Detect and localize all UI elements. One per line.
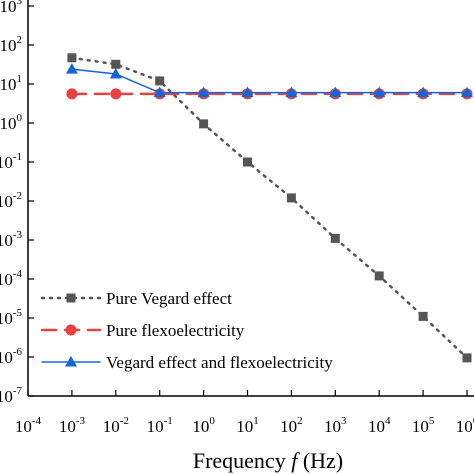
legend-label: Vegard effect and flexoelectricity (106, 353, 333, 372)
x-tick-label: 105 (412, 415, 435, 436)
series-1-point (418, 311, 428, 321)
series-2 (66, 88, 473, 100)
y-tick-label: 101 (0, 73, 22, 94)
series-1-point (67, 53, 77, 63)
x-tick-label: 103 (324, 415, 347, 436)
series-1-point (330, 233, 340, 243)
series-layer (65, 53, 473, 363)
x-tick-label: 106 (456, 415, 474, 436)
legend-marker (65, 356, 77, 367)
x-tick-label: 100 (192, 415, 215, 436)
y-ticks: 103 102 101 100 10-1 10-2 10-3 10-4 10-5 10-6 10-7 (0, 0, 34, 406)
y-tick-label: 100 (0, 112, 23, 133)
y-tick-label: 10-4 (0, 268, 22, 289)
y-tick-label: 10-1 (0, 151, 22, 172)
series-3-point (417, 86, 430, 98)
series-2-point (110, 88, 122, 100)
x-tick-label: 102 (280, 415, 303, 436)
x-tick-label: 104 (368, 415, 391, 436)
series-3-point (461, 86, 473, 98)
x-tick-label: 10-3 (59, 415, 86, 436)
series-3-point (65, 63, 78, 74)
y-tick-label: 10-3 (0, 229, 22, 250)
series-1-point (243, 157, 252, 167)
legend-marker (65, 324, 77, 336)
legend-label: Pure flexoelectricity (106, 321, 245, 340)
x-tick-label: 101 (236, 415, 259, 436)
y-tick-label: 10-7 (0, 385, 22, 406)
y-tick-label: 10-2 (0, 190, 22, 211)
x-tick-label: 10-2 (103, 415, 129, 436)
series-1-point (462, 353, 472, 363)
series-3-point (285, 86, 298, 98)
series-3-point (373, 86, 386, 98)
series-3-point (329, 86, 342, 98)
x-ticks: 10-4 10-3 10-2 10-1 100 101 102 103 104 105 106 (15, 390, 474, 436)
x-axis-title: Frequency f (Hz) (193, 448, 343, 473)
series-3-line (71, 68, 468, 94)
series-3 (65, 63, 473, 98)
series-1-point (286, 193, 296, 203)
legend: Pure Vegard effect Pure flexoelectricity V… (40, 289, 333, 372)
y-tick-label: 102 (0, 34, 22, 55)
x-tick-label: 10-4 (15, 415, 42, 436)
series-1-point (111, 59, 121, 69)
series-3-point (109, 68, 122, 79)
x-tick-label: 10-1 (147, 415, 173, 436)
series-1-point (155, 76, 165, 86)
series-1-point (374, 271, 384, 281)
series-2-point (66, 88, 78, 100)
series-3-point (153, 86, 166, 98)
y-tick-label: 10-6 (0, 346, 22, 367)
series-3-point (241, 86, 254, 98)
y-tick-label: 10-5 (0, 307, 22, 328)
legend-label: Pure Vegard effect (106, 289, 232, 308)
series-1 (67, 53, 472, 363)
series-3-point (197, 86, 210, 98)
y-tick-label: 103 (0, 0, 23, 16)
series-1-point (199, 119, 209, 129)
legend-marker (66, 293, 76, 303)
series-1-line (70, 56, 469, 360)
